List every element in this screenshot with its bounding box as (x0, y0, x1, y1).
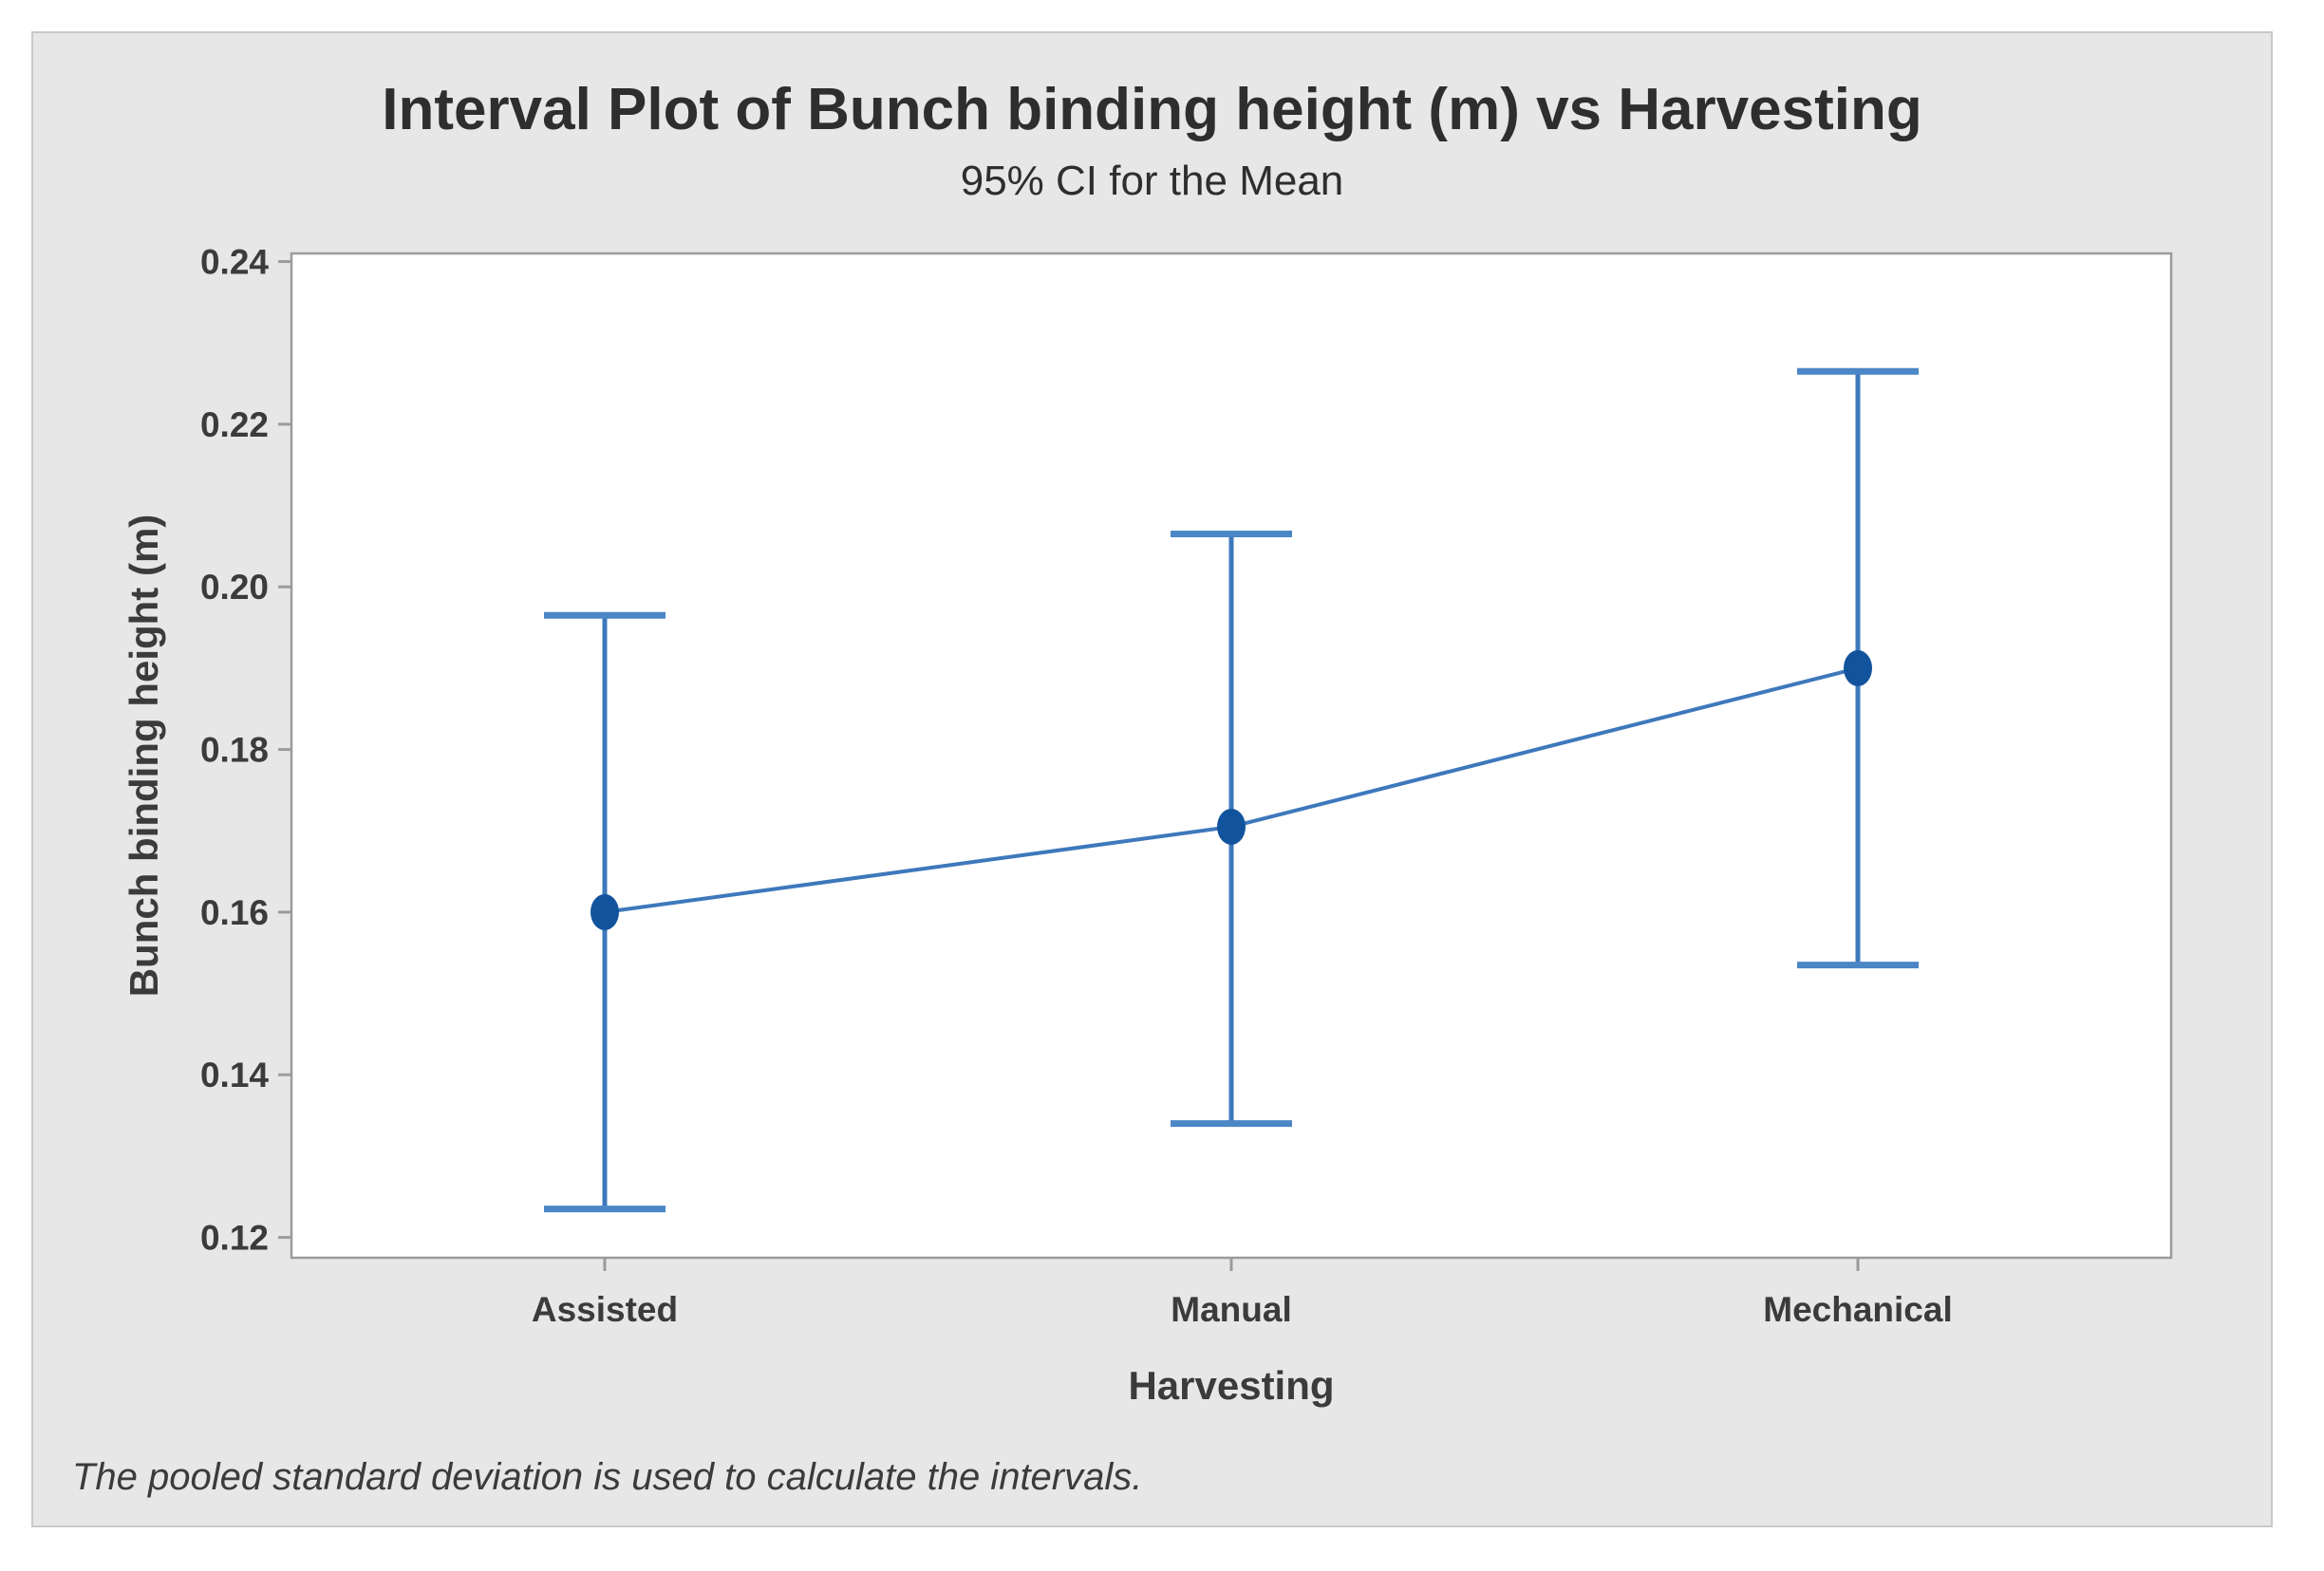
mean-marker-manual (1217, 808, 1246, 845)
x-tick-label-assisted: Assisted (532, 1290, 678, 1329)
y-tick-label: 0.20 (200, 568, 269, 607)
y-tick-label: 0.22 (200, 405, 269, 444)
mean-marker-assisted (590, 893, 619, 930)
y-tick-label: 0.18 (200, 731, 269, 770)
pooled-stdev-footnote: The pooled standard deviation is used to… (72, 1456, 1143, 1498)
y-tick-label: 0.16 (200, 893, 269, 932)
x-tick-label-mechanical: Mechanical (1763, 1290, 1952, 1329)
mean-marker-mechanical (1844, 649, 1872, 686)
x-axis-title: Harvesting (1128, 1363, 1335, 1408)
chart-subtitle: 95% CI for the Mean (960, 158, 1344, 204)
y-axis: 0.12 0.14 0.16 0.18 0.20 0.22 0.24 (200, 243, 291, 1258)
x-tick-label-manual: Manual (1171, 1290, 1291, 1329)
y-axis-title: Bunch binding height (m) (122, 514, 166, 998)
y-tick-label: 0.12 (200, 1219, 269, 1258)
y-tick-label: 0.14 (200, 1056, 269, 1094)
chart-title: Interval Plot of Bunch binding height (m… (382, 77, 1922, 142)
x-axis: Assisted Manual Mechanical (532, 1258, 1953, 1329)
y-tick-label: 0.24 (200, 243, 269, 282)
